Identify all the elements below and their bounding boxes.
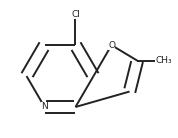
Text: O: O bbox=[108, 41, 115, 50]
Text: N: N bbox=[41, 103, 48, 112]
Text: CH₃: CH₃ bbox=[155, 56, 172, 65]
Text: Cl: Cl bbox=[71, 10, 80, 19]
